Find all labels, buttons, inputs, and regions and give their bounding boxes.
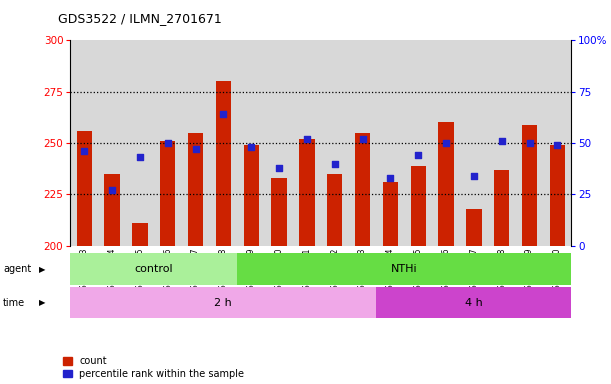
Point xyxy=(219,111,229,118)
Bar xyxy=(210,40,237,246)
Text: 2 h: 2 h xyxy=(214,298,232,308)
Bar xyxy=(265,40,293,246)
Bar xyxy=(382,182,398,246)
Point xyxy=(302,136,312,142)
Bar xyxy=(216,81,231,246)
Bar xyxy=(494,170,510,246)
Bar xyxy=(488,40,516,246)
Bar xyxy=(237,253,571,285)
Bar xyxy=(376,40,404,246)
Bar xyxy=(76,131,92,246)
Bar xyxy=(98,40,126,246)
Point xyxy=(525,140,535,146)
Point xyxy=(330,161,340,167)
Point xyxy=(246,144,256,150)
Point xyxy=(274,165,284,171)
Bar xyxy=(404,40,432,246)
Text: agent: agent xyxy=(3,264,31,274)
Text: ▶: ▶ xyxy=(38,265,45,274)
Bar xyxy=(543,40,571,246)
Bar xyxy=(132,223,147,246)
Point xyxy=(386,175,395,181)
Bar xyxy=(188,133,203,246)
Bar xyxy=(160,141,175,246)
Bar xyxy=(516,40,543,246)
Point xyxy=(191,146,200,152)
Point xyxy=(552,142,562,148)
Bar xyxy=(181,40,210,246)
Bar xyxy=(70,287,376,318)
Bar xyxy=(376,287,571,318)
Bar xyxy=(460,40,488,246)
Point xyxy=(163,140,172,146)
Bar xyxy=(293,40,321,246)
Bar xyxy=(299,139,315,246)
Bar xyxy=(271,178,287,246)
Text: control: control xyxy=(134,264,173,274)
Bar xyxy=(327,174,342,246)
Text: GDS3522 / ILMN_2701671: GDS3522 / ILMN_2701671 xyxy=(58,12,222,25)
Text: NTHi: NTHi xyxy=(391,264,417,274)
Bar xyxy=(438,122,454,246)
Text: time: time xyxy=(3,298,25,308)
Point xyxy=(135,154,145,161)
Bar xyxy=(355,133,370,246)
Bar xyxy=(411,166,426,246)
Point xyxy=(441,140,451,146)
Text: 4 h: 4 h xyxy=(465,298,483,308)
Text: ▶: ▶ xyxy=(38,298,45,307)
Bar xyxy=(349,40,376,246)
Bar xyxy=(70,40,98,246)
Point xyxy=(357,136,367,142)
Point xyxy=(497,138,507,144)
Bar xyxy=(237,40,265,246)
Bar xyxy=(321,40,349,246)
Point xyxy=(413,152,423,159)
Point xyxy=(469,173,479,179)
Bar xyxy=(466,209,481,246)
Point xyxy=(107,187,117,194)
Bar xyxy=(126,40,154,246)
Bar xyxy=(550,145,565,246)
Bar xyxy=(522,124,537,246)
Bar xyxy=(432,40,460,246)
Legend: count, percentile rank within the sample: count, percentile rank within the sample xyxy=(63,356,244,379)
Point xyxy=(79,148,89,154)
Bar xyxy=(104,174,120,246)
Bar xyxy=(70,253,237,285)
Bar xyxy=(154,40,181,246)
Bar xyxy=(244,145,259,246)
